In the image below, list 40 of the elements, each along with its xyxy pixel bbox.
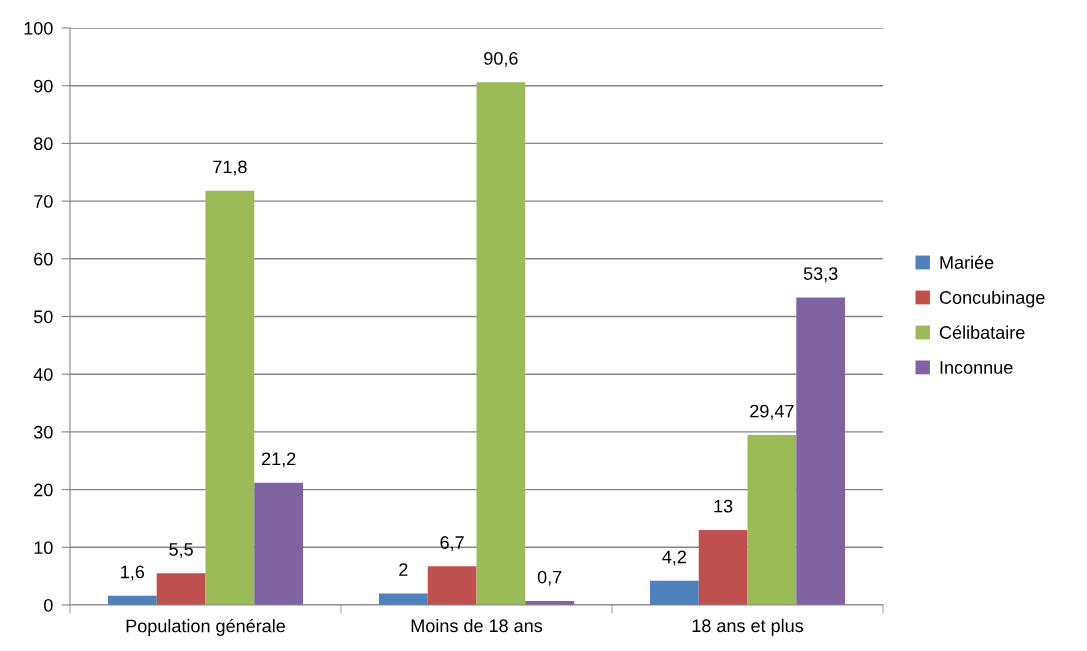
- data-label: 1,6: [121, 565, 145, 581]
- data-label: 13: [714, 499, 733, 513]
- bar: [427, 566, 477, 605]
- data-label: 71,8: [213, 160, 247, 176]
- data-label: 2: [399, 563, 408, 576]
- data-label: 90,6: [484, 51, 518, 67]
- y-tick-label: 10: [34, 541, 53, 555]
- legend-label: Inconnue: [940, 361, 1013, 374]
- bar: [698, 529, 748, 605]
- bar: [378, 593, 428, 605]
- bar: [476, 82, 526, 605]
- bar: [156, 573, 206, 605]
- data-label: 21,2: [262, 452, 296, 468]
- bar: [254, 482, 304, 605]
- data-label: 4,2: [662, 550, 686, 566]
- y-tick-label: 30: [33, 425, 53, 439]
- legend-label: Célibataire: [939, 325, 1025, 339]
- y-tick-label: 40: [33, 368, 53, 381]
- bar: [649, 580, 699, 605]
- y-tick-label: 80: [34, 137, 53, 151]
- x-tick-label: 18 ans et plus: [692, 618, 804, 636]
- bar: [747, 434, 797, 605]
- y-tick-label: 100: [24, 21, 53, 35]
- data-label: 53,3: [803, 267, 838, 283]
- y-tick-label: 60: [34, 252, 53, 266]
- legend-label: Concubinage: [939, 290, 1045, 308]
- y-tick-label: 70: [34, 195, 53, 208]
- y-tick-label: 0: [44, 598, 53, 612]
- x-tick-label: Moins de 18 ans: [411, 618, 543, 633]
- x-tick-label: Population générale: [126, 618, 286, 636]
- y-tick-label: 20: [34, 483, 53, 497]
- bar: [796, 297, 846, 605]
- y-tick-label: 50: [33, 310, 53, 324]
- data-label: 6,7: [440, 536, 464, 552]
- bar: [205, 190, 255, 605]
- y-tick-label: 90: [34, 79, 53, 93]
- data-label: 0,7: [537, 570, 562, 586]
- legend-label: Mariée: [940, 255, 994, 269]
- data-label: 5,5: [169, 543, 193, 558]
- data-label: 29,47: [750, 404, 794, 420]
